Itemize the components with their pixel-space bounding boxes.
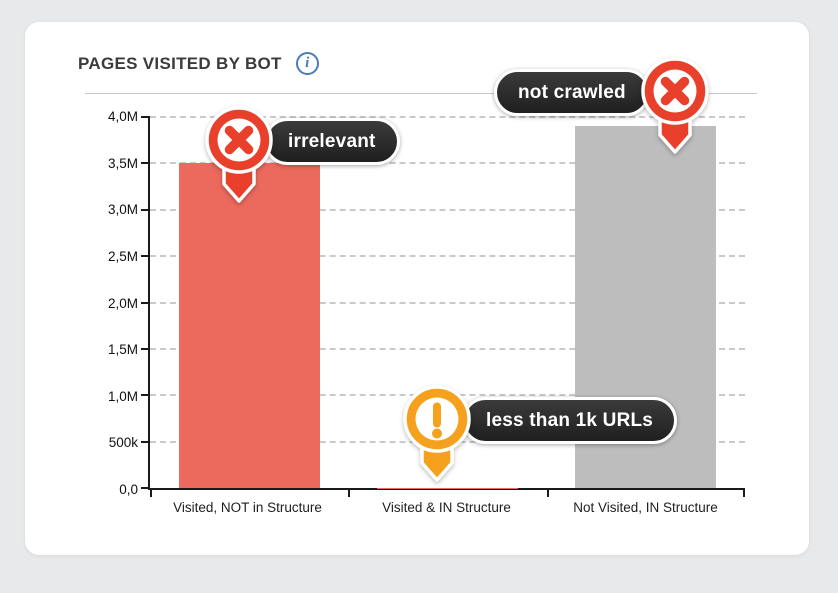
x-boundary-tick [348,488,351,497]
annotation-not-crawled: not crawled [494,55,715,161]
gridline [150,208,745,211]
x-circle-pin-icon [205,106,273,203]
y-tick [141,162,150,165]
y-tick [141,208,150,211]
gridline [150,255,745,258]
card-header: PAGES VISITED BY BOT i [78,52,319,75]
y-tick-label: 1,0M [107,388,138,404]
gridline [150,116,745,118]
header-divider [85,93,757,94]
y-tick [141,347,150,350]
gridline [150,301,745,304]
x-circle-pin-icon [641,57,709,154]
y-tick [141,301,150,304]
x-axis-label: Visited & IN Structure [382,500,511,515]
y-tick-label: 2,0M [107,295,138,311]
annotation-irrelevant: irrelevant [199,104,400,210]
x-axis-label: Visited, NOT in Structure [173,500,322,515]
gridline [150,162,745,165]
x-boundary-tick [150,488,152,497]
x-axis-labels: Visited, NOT in Structure Visited & IN St… [148,500,745,515]
chart-card: PAGES VISITED BY BOT i 0,0 500k 1,0M 1,5M 2,… [25,22,809,555]
page-title: PAGES VISITED BY BOT [78,53,282,73]
y-tick-label: 3,0M [107,202,138,218]
gridline [150,347,745,350]
y-tick [141,394,150,397]
y-tick-label: 1,5M [107,342,138,358]
annotation-label: not crawled [494,69,650,116]
y-axis: 0,0 500k 1,0M 1,5M 2,0M 2,5M 3,0M 3,5M 4,0M [25,109,138,497]
y-tick [141,487,150,489]
y-tick [141,255,150,258]
annotation-label: irrelevant [264,118,400,165]
y-tick [141,116,150,118]
y-tick-label: 500k [108,435,138,451]
bar-slot [348,117,546,488]
annotation-label: less than 1k URLs [462,397,678,444]
info-icon[interactable]: i [295,52,319,75]
x-boundary-tick [743,488,745,497]
x-axis-label: Not Visited, IN Structure [573,500,718,515]
y-tick-label: 3,5M [107,155,138,171]
x-boundary-tick [546,488,549,497]
warning-pin-icon [403,385,471,482]
bar-1 [178,163,320,488]
y-tick-label: 0,0 [119,482,138,497]
y-tick [141,440,150,443]
y-tick-label: 4,0M [107,109,138,124]
bar-slot [150,117,348,488]
y-tick-label: 2,5M [107,248,138,264]
annotation-less-than-1k: less than 1k URLs [397,383,678,489]
